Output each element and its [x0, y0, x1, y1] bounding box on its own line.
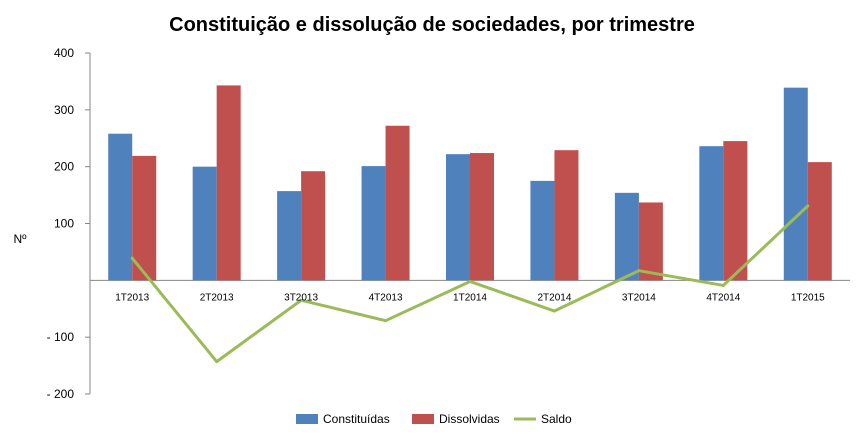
bar-constituídas-3t2014 — [614, 192, 639, 281]
bar-constituídas-2t2013 — [192, 166, 217, 281]
bar-constituídas-3t2013 — [277, 191, 302, 281]
line-point-saldo-4t2014 — [721, 283, 725, 287]
bar-dissolvidas-3t2014 — [638, 202, 663, 281]
line-point-saldo-2t2013 — [215, 360, 219, 364]
x-tick-label: 1T2013 — [115, 292, 149, 303]
tick-labels: 400 300 200 100 - 100 - 200 1T2013 2T2013 3T2013… — [47, 46, 826, 401]
bar-constituídas-1t2013 — [108, 133, 133, 281]
y-tick-label: 400 — [54, 46, 74, 60]
legend-label-constituídas: Constituídas — [323, 412, 390, 426]
bar-series-group — [108, 85, 832, 281]
legend: Constituídas Dissolvidas Saldo — [296, 412, 572, 426]
y-tick-label: 100 — [54, 217, 74, 231]
bar-constituídas-4t2014 — [699, 146, 724, 281]
bar-dissolvidas-4t2013 — [385, 125, 410, 281]
line-point-saldo-1t2015 — [806, 204, 810, 208]
x-tick-label: 3T2014 — [622, 292, 656, 303]
x-tick-label: 4T2014 — [706, 292, 740, 303]
bar-dissolvidas-1t2014 — [470, 153, 494, 281]
bar-constituídas-1t2014 — [446, 154, 470, 281]
bar-dissolvidas-2t2014 — [554, 150, 579, 281]
line-point-saldo-4t2013 — [384, 319, 388, 323]
bar-dissolvidas-3t2013 — [301, 171, 326, 281]
x-tick-label: 3T2013 — [284, 292, 318, 303]
line-point-saldo-3t2014 — [637, 269, 641, 273]
x-tick-label: 1T2015 — [791, 292, 825, 303]
chart-title: Constituição e dissolução de sociedades,… — [169, 14, 695, 36]
legend-label-saldo: Saldo — [541, 412, 572, 426]
y-axis-label: Nº — [13, 232, 27, 246]
bar-constituídas-4t2013 — [361, 166, 386, 281]
bar-dissolvidas-2t2013 — [216, 85, 241, 281]
bar-constituídas-2t2014 — [530, 180, 555, 281]
legend-swatch-constituídas — [296, 414, 318, 424]
legend-label-dissolvidas: Dissolvidas — [439, 412, 500, 426]
line-series-group — [130, 204, 810, 364]
x-tick-label: 2T2014 — [537, 292, 571, 303]
bar-dissolvidas-1t2013 — [132, 155, 157, 281]
bar-dissolvidas-1t2015 — [807, 162, 832, 281]
bar-dissolvidas-4t2014 — [723, 141, 748, 281]
legend-swatch-dissolvidas — [412, 414, 434, 424]
bar-constituídas-1t2015 — [783, 87, 808, 281]
y-tick-label: - 200 — [47, 387, 75, 401]
x-tick-label: 1T2014 — [453, 292, 487, 303]
y-tick-label: - 100 — [47, 330, 75, 344]
y-tick-label: 300 — [54, 103, 74, 117]
line-point-saldo-1t2013 — [130, 256, 134, 260]
line-point-saldo-2t2014 — [552, 309, 556, 313]
line-point-saldo-3t2013 — [299, 298, 303, 302]
y-tick-label: 200 — [54, 160, 74, 174]
line-point-saldo-1t2014 — [468, 279, 472, 283]
x-tick-label: 2T2013 — [200, 292, 234, 303]
x-tick-label: 4T2013 — [369, 292, 403, 303]
